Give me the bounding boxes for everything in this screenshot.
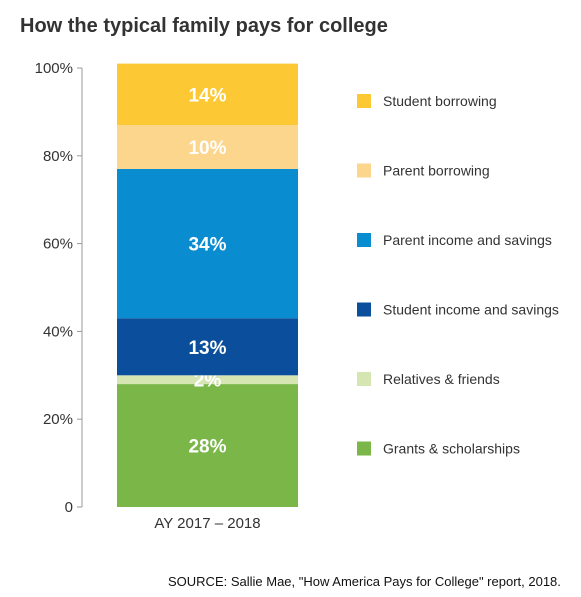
legend-label: Student borrowing bbox=[383, 93, 497, 109]
y-tick-label: 100% bbox=[35, 60, 73, 77]
segment-value-label: 2% bbox=[194, 371, 222, 392]
x-category-label: AY 2017 – 2018 bbox=[154, 515, 260, 532]
chart-title: How the typical family pays for college bbox=[20, 15, 388, 37]
legend-label: Grants & scholarships bbox=[383, 441, 520, 457]
source-note: SOURCE: Sallie Mae, "How America Pays fo… bbox=[168, 574, 561, 589]
bar-segment bbox=[117, 384, 298, 507]
segment-value-label: 14% bbox=[188, 85, 226, 106]
legend-swatch bbox=[357, 94, 371, 108]
bar-segment bbox=[117, 375, 298, 385]
y-tick-label: 60% bbox=[43, 236, 73, 253]
y-tick-label: 0 bbox=[65, 499, 73, 516]
bar-segments: 28% 2% 13% 34% 10% 14% AY 2017 – 2018 bbox=[117, 63, 298, 532]
segment-value-label: 28% bbox=[188, 437, 226, 458]
segment-value-label: 10% bbox=[188, 138, 226, 159]
legend-label: Parent income and savings bbox=[383, 232, 552, 248]
bar-segment bbox=[117, 168, 298, 319]
legend-swatch bbox=[357, 372, 371, 386]
segment-value-label: 34% bbox=[188, 235, 226, 256]
legend-label: Student income and savings bbox=[383, 302, 559, 318]
legend-label: Parent borrowing bbox=[383, 163, 490, 179]
segment-value-label: 13% bbox=[188, 338, 226, 359]
y-tick-label: 20% bbox=[43, 411, 73, 428]
legend: Student borrowing Parent borrowing Parent … bbox=[357, 93, 559, 457]
bar-segment bbox=[117, 318, 298, 376]
legend-swatch bbox=[357, 441, 371, 456]
y-tick-label: 40% bbox=[43, 323, 73, 340]
bar-segment bbox=[117, 125, 298, 169]
y-tick-label: 80% bbox=[43, 148, 73, 165]
y-axis: 0 20% 40% 60% 80% 100% bbox=[35, 60, 83, 516]
bar-segment bbox=[117, 63, 298, 126]
legend-swatch bbox=[357, 302, 371, 317]
legend-swatch bbox=[357, 163, 371, 178]
legend-label: Relatives & friends bbox=[383, 371, 500, 387]
legend-swatch bbox=[357, 233, 371, 247]
